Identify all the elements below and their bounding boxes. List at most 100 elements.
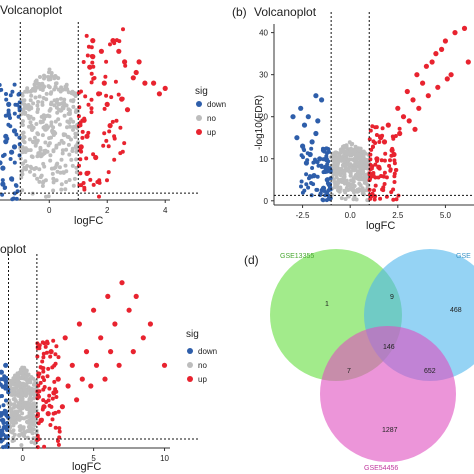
no-point <box>31 101 36 106</box>
up-point <box>96 91 102 97</box>
no-point <box>63 132 68 137</box>
no-point <box>33 95 38 100</box>
panel-a-legend: sig down no up <box>195 86 226 137</box>
no-point <box>343 197 348 201</box>
up-point <box>391 187 396 192</box>
no-point <box>67 108 72 113</box>
no-point <box>336 188 340 193</box>
no-point <box>358 166 363 170</box>
no-point <box>10 378 15 383</box>
venn-region-c-only: 1287 <box>382 427 398 434</box>
no-point <box>67 178 72 182</box>
panel-a-x-label: logFC <box>74 215 103 227</box>
panel-b: (b) Volcanoplot -log10(FDR) -2.5 0.0 2.5 5.… <box>232 5 474 232</box>
no-point <box>346 194 351 198</box>
no-point <box>39 173 44 178</box>
no-point <box>20 119 25 124</box>
no-point <box>40 81 45 86</box>
up-point <box>69 362 75 368</box>
no-point <box>340 163 345 168</box>
up-point <box>48 423 53 427</box>
no-point <box>11 382 16 387</box>
no-point <box>350 141 355 146</box>
no-point <box>43 127 48 132</box>
venn-region-a-b-c: 146 <box>383 344 395 351</box>
panel-a-legend-title: sig <box>195 86 208 97</box>
up-point <box>89 106 94 111</box>
up-point <box>41 351 46 356</box>
up-point <box>53 410 58 415</box>
no-point <box>72 92 76 97</box>
no-point <box>20 188 25 193</box>
panel-d: (d) GSE13355 GSE GSE54456 1 9 468 7 146 … <box>244 249 474 472</box>
up-point <box>56 439 60 443</box>
venn-region-a-b: 9 <box>390 294 394 301</box>
no-point <box>26 103 31 107</box>
no-point <box>27 116 32 121</box>
no-point <box>63 187 68 192</box>
no-point <box>71 127 75 132</box>
no-point <box>59 157 64 162</box>
x-tick-label: 0 <box>47 206 52 215</box>
down-point <box>308 174 312 179</box>
up-point <box>93 362 100 368</box>
down-point <box>17 105 22 109</box>
no-point <box>17 384 22 389</box>
no-point <box>72 176 77 181</box>
up-point <box>56 442 61 447</box>
no-point <box>344 145 349 150</box>
up-point <box>40 375 45 380</box>
no-point <box>13 398 18 403</box>
up-point <box>89 110 94 115</box>
up-point <box>381 139 388 145</box>
no-point <box>351 176 356 181</box>
no-point <box>16 409 21 414</box>
up-point <box>55 376 61 382</box>
down-point <box>317 156 323 162</box>
x-tick-label: 0.0 <box>345 211 357 220</box>
no-point <box>70 163 75 168</box>
no-point <box>352 166 357 171</box>
up-point <box>50 365 55 370</box>
up-point <box>376 164 382 170</box>
no-point <box>37 94 42 99</box>
up-point <box>112 134 117 139</box>
no-point <box>49 135 53 140</box>
up-point <box>162 85 168 91</box>
down-point <box>4 97 9 102</box>
panel-b-y-ticks: 0 10 20 30 40 <box>259 29 274 206</box>
up-point <box>404 88 410 95</box>
up-point <box>81 117 87 123</box>
panel-c: oplot 0 5 10 logFC sig down no up <box>0 242 217 473</box>
no-point <box>29 412 34 417</box>
up-point <box>124 107 131 113</box>
no-point <box>336 166 341 171</box>
no-point <box>69 137 73 142</box>
up-point <box>76 321 82 327</box>
no-point <box>29 440 34 445</box>
no-point <box>41 180 45 185</box>
no-point <box>29 154 34 159</box>
no-point <box>48 91 53 96</box>
no-point <box>355 157 360 161</box>
down-point <box>0 439 4 444</box>
panel-b-x-label: logFC <box>366 220 395 232</box>
x-tick-label: 2 <box>105 206 110 215</box>
venn-circle-gse54456 <box>320 326 456 462</box>
up-point <box>35 396 40 401</box>
no-point <box>341 144 345 149</box>
up-point <box>382 182 387 186</box>
no-point <box>29 402 33 407</box>
down-point <box>0 369 4 375</box>
up-point <box>78 157 83 162</box>
up-point <box>400 114 407 120</box>
up-point <box>133 293 139 299</box>
up-point <box>38 380 43 385</box>
down-point <box>319 163 324 168</box>
no-point <box>69 157 74 162</box>
down-point <box>0 89 1 93</box>
down-point <box>322 164 328 170</box>
no-point <box>63 163 68 168</box>
up-point <box>452 29 458 36</box>
no-point <box>343 168 348 173</box>
